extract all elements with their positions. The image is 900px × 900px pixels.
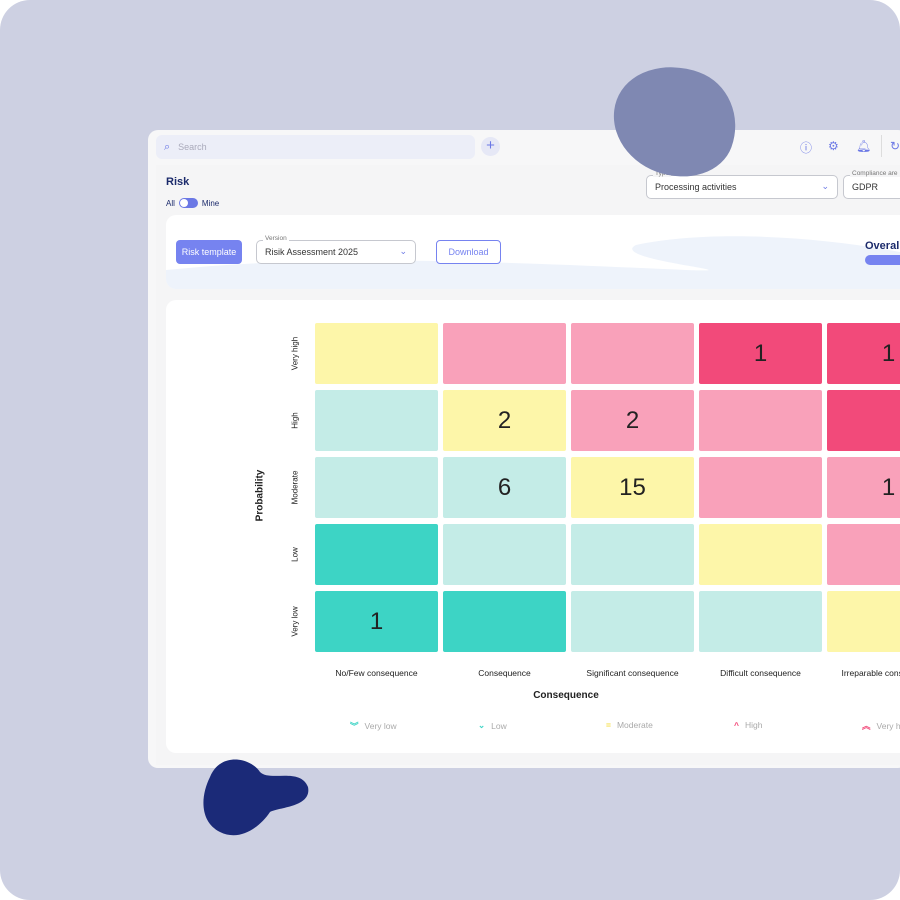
row-label: Moderate — [290, 470, 300, 505]
matrix-cell[interactable]: 1 — [315, 591, 438, 652]
chevron-down-icon: ⌄ — [399, 246, 407, 256]
column-label: Difficult consequence — [720, 668, 801, 678]
legend-item: ⌄ Low — [478, 720, 507, 731]
row-label: Low — [290, 547, 300, 562]
overall-label: Overall — [865, 240, 900, 252]
matrix-cell[interactable]: 2 — [571, 390, 694, 451]
equals-icon: = — [606, 720, 611, 730]
matrix-cell[interactable]: 15 — [571, 457, 694, 518]
legend-label: High — [744, 720, 763, 730]
version-select[interactable]: Version Risik Assessment 2025 ⌄ — [256, 235, 416, 264]
legend-item: ︽ Very high — [862, 720, 900, 732]
column-label: Irreparable consequence — [841, 668, 900, 678]
chevron-down-icon: ⌄ — [478, 720, 486, 730]
matrix-cell[interactable] — [443, 524, 566, 585]
type-value: Processing activities — [655, 182, 737, 192]
legend-label: Very low — [364, 721, 397, 731]
scope-toggle[interactable]: All Mine — [166, 198, 219, 208]
overall-toggle[interactable] — [865, 255, 900, 265]
legend-label: Very high — [876, 721, 900, 731]
column-label: Consequence — [478, 668, 531, 678]
double-chevron-up-icon: ︽ — [862, 721, 871, 731]
toggle-switch[interactable] — [178, 198, 198, 208]
chevron-up-icon: ^ — [734, 720, 739, 730]
risk-matrix: Probability Consequence Very high 1 1 High 2… — [166, 300, 900, 753]
double-chevron-down-icon: ︾ — [350, 721, 359, 731]
column-label: No/Few consequence — [335, 668, 418, 678]
row-label: Very high — [290, 336, 300, 371]
decorative-wave — [166, 236, 900, 289]
matrix-cell[interactable] — [571, 323, 694, 384]
search-placeholder: Search — [178, 142, 207, 152]
legend-item: = Moderate — [606, 720, 653, 730]
decorative-blob — [203, 759, 309, 836]
matrix-cell[interactable] — [827, 591, 900, 652]
matrix-cell[interactable]: 1 — [827, 457, 900, 518]
legend-item: ^ High — [734, 720, 762, 730]
refresh-icon[interactable]: ↻ — [890, 139, 900, 153]
matrix-cell[interactable]: 1 — [699, 323, 822, 384]
matrix-cell[interactable]: 6 — [443, 457, 566, 518]
column-label: Significant consequence — [586, 668, 679, 678]
matrix-cell[interactable] — [571, 591, 694, 652]
settings-icon[interactable]: ⚙ — [828, 139, 839, 153]
compliance-area-select[interactable]: Compliance are GDPR — [843, 170, 900, 199]
matrix-cell[interactable] — [315, 390, 438, 451]
matrix-cell[interactable] — [827, 524, 900, 585]
download-button[interactable]: Download — [436, 240, 501, 264]
matrix-cell[interactable] — [315, 457, 438, 518]
type-select[interactable]: Type Processing activities ⌄ — [646, 170, 838, 199]
matrix-cell[interactable] — [699, 524, 822, 585]
bell-icon[interactable]: 🔔︎ — [856, 139, 872, 153]
search-input[interactable]: ⌕ Search — [156, 135, 475, 159]
risk-template-button[interactable]: Risk template — [176, 240, 242, 264]
toolbar-card: Risk template Version Risik Assessment 2… — [166, 215, 900, 289]
chevron-down-icon: ⌄ — [821, 181, 829, 191]
add-button[interactable]: + — [481, 137, 500, 156]
version-value: Risik Assessment 2025 — [265, 247, 359, 257]
y-axis-title: Probability — [254, 469, 266, 522]
compliance-value: GDPR — [852, 182, 879, 192]
row-label: Very low — [290, 606, 300, 637]
matrix-cell[interactable] — [699, 390, 822, 451]
compliance-label: Compliance are — [850, 170, 900, 177]
legend-item: ︾ Very low — [350, 720, 397, 732]
matrix-cell[interactable] — [443, 323, 566, 384]
x-axis-title: Consequence — [533, 690, 599, 701]
toggle-label-all: All — [166, 198, 175, 208]
matrix-cell[interactable]: 1 — [827, 323, 900, 384]
matrix-cell[interactable] — [443, 591, 566, 652]
page-title: Risk — [166, 176, 190, 188]
matrix-cell[interactable] — [699, 591, 822, 652]
matrix-cell[interactable] — [827, 390, 900, 451]
toggle-label-mine: Mine — [201, 198, 220, 208]
legend-label: Low — [491, 720, 507, 731]
matrix-cell[interactable] — [699, 457, 822, 518]
matrix-cell[interactable]: 2 — [443, 390, 566, 451]
row-label: High — [290, 412, 300, 429]
app-window: ⌕ Search + ⓘ ⚙ 🔔︎ ↻ Risk All Mine Type P… — [148, 130, 900, 768]
matrix-cell[interactable] — [315, 323, 438, 384]
legend-label: Moderate — [616, 720, 653, 730]
search-icon: ⌕ — [164, 140, 171, 153]
matrix-cell[interactable] — [315, 524, 438, 585]
help-icon[interactable]: ⓘ — [800, 141, 813, 155]
version-label: Version — [263, 235, 289, 242]
divider — [881, 135, 882, 157]
matrix-cell[interactable] — [571, 524, 694, 585]
